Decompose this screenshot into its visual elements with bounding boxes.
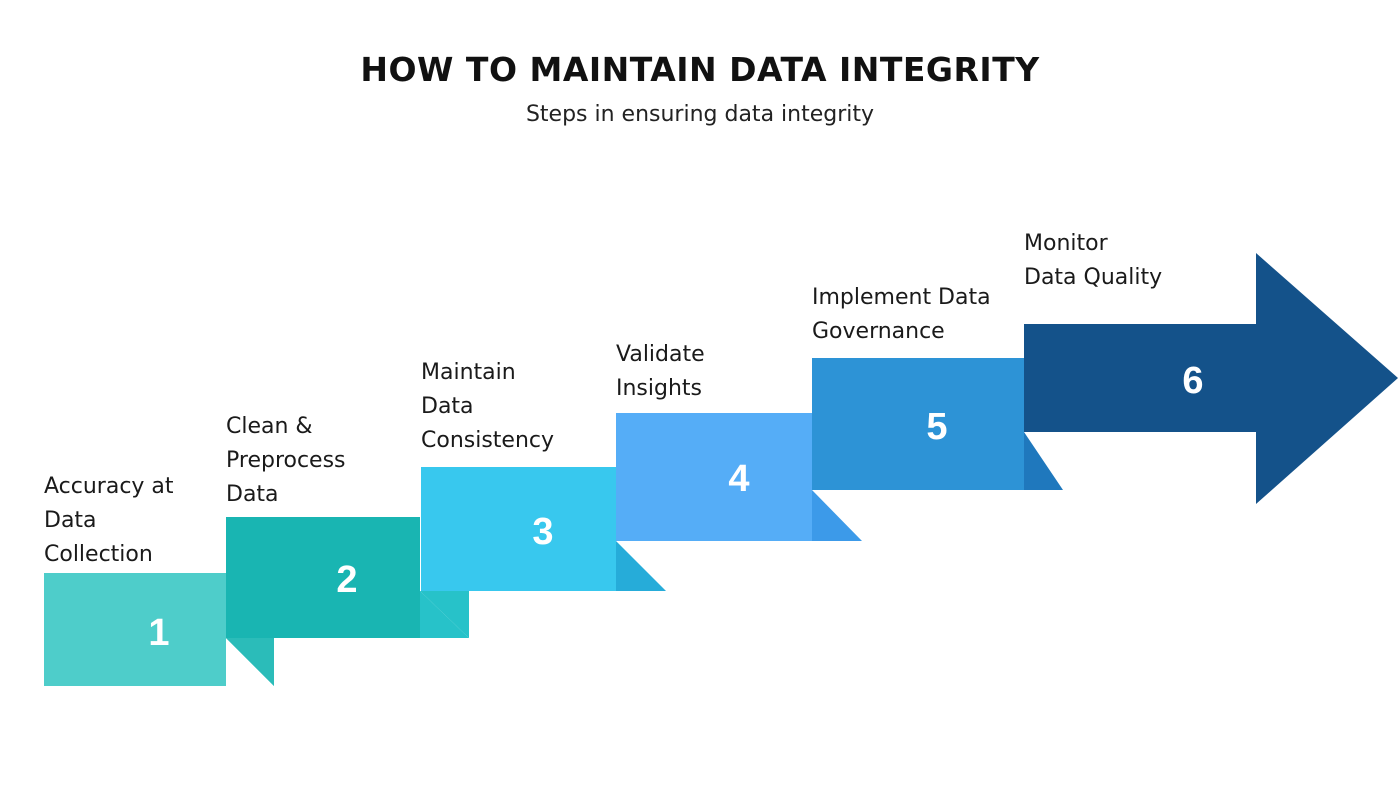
step-4-label-line-1: Validate (616, 342, 705, 367)
step-3-label-line-2: Data (421, 394, 474, 419)
step-6-label-line-2: Data Quality (1024, 265, 1163, 290)
step-5-number: 5 (926, 406, 947, 448)
step-1-label: Accuracy at Data Collection (44, 470, 174, 572)
step-4-label-line-2: Insights (616, 376, 703, 401)
step-6-label-line-1: Monitor (1024, 231, 1108, 256)
step-2-block (226, 517, 420, 638)
step-2-label-line-2: Preprocess (226, 448, 346, 473)
step-1-number: 1 (148, 612, 169, 654)
step-5-fold (1024, 432, 1063, 490)
step-5: 5 (812, 358, 1063, 490)
step-6-label: Monitor Data Quality (1024, 227, 1162, 295)
step-1: 1 (44, 573, 274, 686)
step-6: 6 (1024, 253, 1398, 504)
step-5-block (812, 358, 1024, 490)
step-2-label-line-3: Data (226, 482, 279, 507)
step-4: 4 (616, 413, 862, 541)
step-1-fold-front (226, 638, 274, 686)
step-3-fold (616, 541, 666, 591)
step-4-number: 4 (728, 458, 749, 500)
step-5-label-line-1: Implement Data (812, 285, 991, 310)
step-3-block (421, 467, 616, 591)
step-4-block (616, 413, 812, 541)
step-6-number: 6 (1182, 360, 1203, 402)
step-3-label-line-3: Consistency (421, 428, 555, 453)
step-5-label: Implement Data Governance (812, 281, 991, 349)
step-1-label-line-1: Accuracy at (44, 474, 174, 499)
step-2-fold-tri (420, 591, 469, 638)
step-4-fold (812, 490, 862, 541)
step-6-arrow (1024, 253, 1398, 504)
diagram-subtitle: Steps in ensuring data integrity (525, 102, 875, 127)
step-2-label-line-1: Clean & (226, 414, 313, 439)
step-3-label-line-1: Maintain (421, 360, 516, 385)
step-2-number: 2 (336, 559, 357, 601)
step-3: 3 (421, 467, 666, 591)
diagram-title: HOW TO MAINTAIN DATA INTEGRITY (360, 50, 1040, 89)
step-1-label-line-2: Data (44, 508, 97, 533)
step-5-label-line-2: Governance (812, 319, 945, 344)
step-2-label: Clean & Preprocess Data (226, 410, 346, 512)
step-2: 2 (226, 517, 469, 638)
step-4-label: Validate Insights (616, 338, 705, 406)
step-3-label: Maintain Data Consistency (421, 356, 554, 458)
step-3-number: 3 (532, 511, 553, 553)
step-1-label-line-3: Collection (44, 542, 153, 567)
step-1-block (44, 573, 226, 686)
